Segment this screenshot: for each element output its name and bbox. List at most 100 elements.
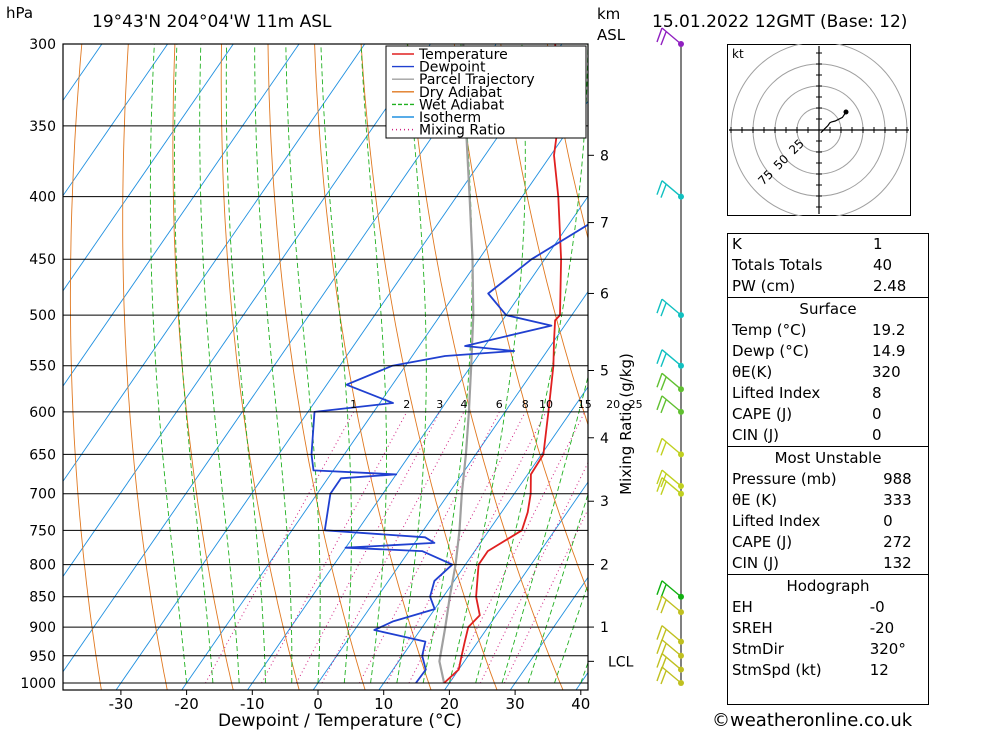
mixing-ratio-label: 6 [496,398,503,411]
mu-cin-value: 132 [883,554,912,572]
sreh-value: -20 [869,619,895,637]
height-tick-label: 1 [600,620,609,636]
legend-label: Mixing Ratio [419,123,505,139]
mu-thetae-label: θE (K) [732,491,777,509]
wet-adiabat-line [580,661,588,684]
isotherm-line [63,44,366,483]
x-tick-label: 0 [313,695,323,713]
isotherm-line [63,44,497,673]
height-tick-label: LCL [608,654,634,670]
mu-li-label: Lifted Index [732,512,821,530]
wind-barb [656,395,682,414]
mixing-ratio-label: 2 [403,398,410,411]
mixing-ratio-label: 10 [539,398,553,411]
isotherm-line [63,44,169,197]
mu-cape-label: CAPE (J) [732,533,793,551]
dry-adiabat-line [172,44,234,690]
x-tick-label: 30 [506,695,525,713]
mixing-ratio-line [295,411,441,684]
totals-totals-row: Totals Totals 40 [728,255,928,276]
pressure-tick-label: 650 [29,447,56,463]
dry-adiabat-line [591,26,720,709]
dry-adiabat-line [683,26,720,709]
mixing-ratio-line [359,411,500,684]
stmdir-value: 320° [869,640,906,658]
tt-value: 40 [872,256,893,274]
parcel-trajectory-line [438,44,475,684]
dry-adiabat-line [220,44,300,690]
hodograph-unit: kt [732,47,744,61]
pw-label: PW (cm) [732,277,796,295]
wind-barb [656,27,682,46]
x-tick-label: -10 [240,695,265,713]
dry-adiabat-line [360,44,498,690]
pressure-tick-label: 700 [29,487,56,503]
surface-indices: Temp (°C) 19.2 Dewp (°C) 14.9 θE(K) 320 Lif… [728,320,928,446]
height-tick-label: 2 [600,558,609,574]
dry-adiabat-line [407,44,564,690]
wind-barb [656,180,682,198]
mu-pressure-label: Pressure (mb) [732,470,837,488]
wind-barb [656,298,682,317]
mixing-ratio-label: 8 [522,398,529,411]
mu-li-value: 0 [883,512,893,530]
dry-adiabat-line [69,44,102,690]
pressure-tick-label: 400 [29,190,56,206]
wind-barb [656,469,682,488]
wind-barb [656,639,682,658]
isotherm-line [63,44,103,102]
surface-cin-value: 0 [872,426,882,444]
dry-adiabat-line [500,44,588,427]
height-tick-label: 5 [600,364,609,380]
eh-label: EH [732,598,753,616]
legend-label: Dry Adiabat [419,85,502,101]
surface-temp-value: 19.2 [872,321,906,339]
mixing-ratio-axis-label: Mixing Ratio (g/kg) [617,353,635,495]
pw-value: 2.48 [872,277,907,295]
mixing-ratio-line [261,411,408,684]
wind-barb [656,349,682,367]
pressure-tick-label: 350 [29,119,56,135]
wind-barb [656,595,682,614]
x-axis-label: Dewpoint / Temperature (°C) [218,711,462,731]
wet-adiabat-line [422,44,473,684]
mixing-ratio-label: 20 [606,398,620,411]
surface-temp-label: Temp (°C) [732,321,807,339]
k-value: 1 [872,235,883,253]
dry-adiabat-line [637,26,720,709]
most-unstable-title: Most Unstable [728,446,928,469]
surface-cape-value: 0 [872,405,882,423]
surface-cape-label: CAPE (J) [732,405,793,423]
mixing-ratio-label: 4 [460,398,467,411]
wet-adiabat-line [320,44,352,684]
most-unstable-indices: Pressure (mb) 988 θE (K) 333 Lifted Index 0… [728,469,928,574]
x-tick-label: -30 [109,695,134,713]
pressure-tick-label: 850 [29,590,56,606]
mu-pressure-value: 988 [883,470,912,488]
height-unit-km: km [597,5,621,23]
surface-thetae-value: 320 [872,363,901,381]
pressure-tick-label: 800 [29,558,56,574]
height-tick-label: 8 [600,148,609,164]
dry-adiabat-line [122,44,168,690]
pressure-tick-label: 300 [29,37,56,53]
wet-adiabat-line [448,44,526,684]
mixing-ratio-label: 3 [436,398,443,411]
surface-li-label: Lifted Index [732,384,821,402]
x-tick-label: 20 [440,695,459,713]
wet-adiabat-line [501,375,588,684]
k-label: K [732,235,742,253]
mixing-ratio-line [449,411,586,684]
credit[interactable]: ©weatheronline.co.uk [712,710,913,731]
hodograph-indices: EH -0 SREH -20 StmDir 320° StmSpd (kt) 12 [728,597,928,681]
surface-dewp-value: 14.9 [872,342,906,360]
isotherm-line [115,44,563,690]
x-tick-label: -20 [174,695,199,713]
isotherm-line [63,44,234,292]
stmdir-label: StmDir [732,640,784,658]
isotherm-line [312,290,588,690]
